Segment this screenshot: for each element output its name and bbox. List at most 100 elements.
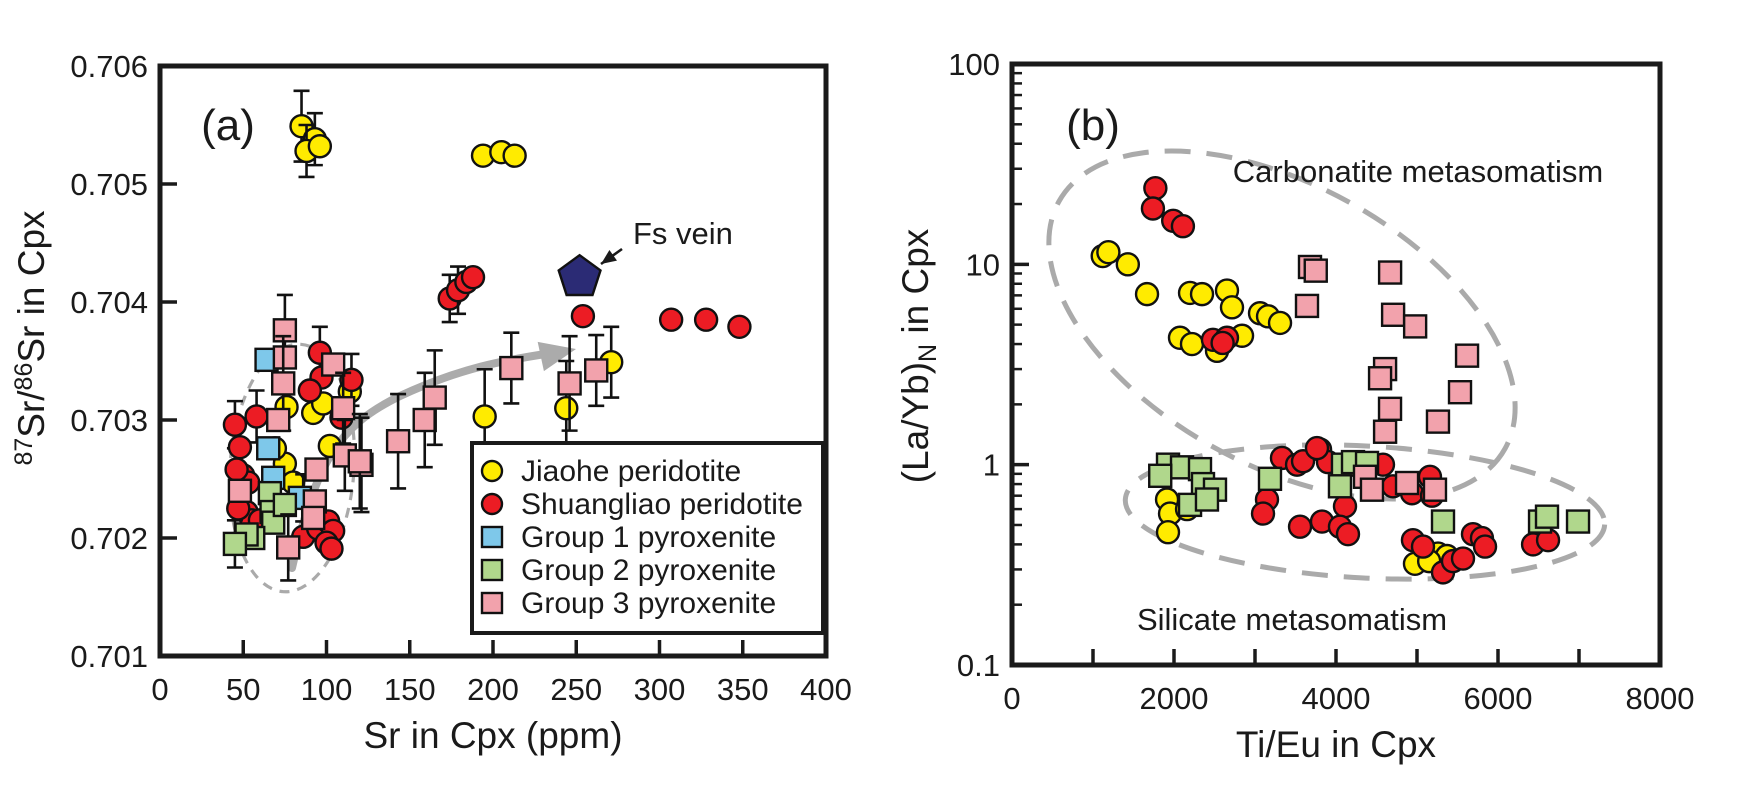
data-point xyxy=(1565,509,1591,534)
legend-item: Jiaohe peridotite xyxy=(480,455,741,488)
x-tick-label: 150 xyxy=(384,672,436,707)
series-fs-vein xyxy=(557,253,602,297)
data-point xyxy=(1148,463,1173,488)
data-point xyxy=(1454,343,1480,368)
data-point xyxy=(1335,521,1361,547)
data-point xyxy=(1425,409,1451,434)
legend-item: Group 3 pyroxenite xyxy=(480,587,776,620)
panel-b: Carbonatite metasomatism Silicate metasom… xyxy=(895,47,1694,765)
legend-item: Group 2 pyroxenite xyxy=(480,554,776,587)
legend-marker-icon xyxy=(480,459,504,483)
data-point xyxy=(1179,331,1205,357)
legend-item: Group 1 pyroxenite xyxy=(480,521,776,554)
data-point xyxy=(1303,258,1328,283)
data-point xyxy=(330,396,356,421)
legend-marker-icon xyxy=(480,492,504,516)
data-point xyxy=(307,134,333,159)
series-group-2-pyroxenite xyxy=(1148,449,1591,534)
trend-arrow-head-icon xyxy=(537,341,576,372)
data-point xyxy=(1430,509,1456,534)
data-point xyxy=(1377,260,1403,285)
data-point xyxy=(300,505,326,531)
region-ellipse xyxy=(1046,148,1518,502)
legend-marker-icon xyxy=(480,558,504,582)
y-axis-label: (La/Yb)N​ in Cpx xyxy=(895,228,942,483)
data-point xyxy=(227,478,253,503)
data-point xyxy=(1367,366,1393,391)
series-group-3-pyroxenite xyxy=(1294,254,1480,502)
x-tick-label: 250 xyxy=(550,672,602,707)
data-point xyxy=(1410,534,1436,559)
data-point xyxy=(1194,487,1220,512)
data-point xyxy=(1450,546,1476,571)
x-tick-label: 50 xyxy=(226,672,260,707)
legend-label: Group 2 pyroxenite xyxy=(521,554,776,587)
y-tick-label: 0.705 xyxy=(70,167,148,202)
data-point xyxy=(1210,330,1235,356)
data-point xyxy=(1422,477,1448,502)
data-point xyxy=(1377,396,1403,422)
legend-label: Group 1 pyroxenite xyxy=(521,521,776,554)
fs-vein-arrow-head-icon xyxy=(601,249,617,264)
data-point xyxy=(272,345,298,370)
y-tick-label: 1 xyxy=(983,448,1000,483)
data-point xyxy=(693,307,719,332)
data-point xyxy=(1287,514,1313,539)
data-point xyxy=(1372,419,1398,444)
data-point xyxy=(1155,520,1181,545)
data-point xyxy=(319,536,344,561)
data-point xyxy=(1447,380,1473,405)
data-point xyxy=(222,531,248,557)
x-tick-label: 400 xyxy=(800,672,852,707)
data-point xyxy=(266,407,291,433)
x-axis-label: Ti/Eu in Cpx xyxy=(1236,724,1437,765)
data-point xyxy=(1267,310,1293,336)
series-jiaohe-peridotite xyxy=(262,89,624,523)
data-point xyxy=(1359,477,1385,502)
x-tick-label: 0 xyxy=(1003,681,1020,716)
data-point xyxy=(1394,470,1420,496)
data-point xyxy=(271,371,296,396)
data-point xyxy=(224,457,249,482)
y-tick-label: 0.1 xyxy=(957,648,1000,683)
x-tick-label: 4000 xyxy=(1302,681,1371,716)
fs-vein-marker xyxy=(557,253,602,297)
data-point xyxy=(1402,314,1428,339)
x-tick-label: 8000 xyxy=(1626,681,1695,716)
y-axis-label: 87​Sr/86​Sr in Cpx xyxy=(10,210,52,466)
fs-vein-label: Fs vein xyxy=(633,216,733,251)
legend-label: Group 3 pyroxenite xyxy=(521,587,776,620)
data-point xyxy=(297,378,323,403)
data-point xyxy=(554,396,579,421)
data-point xyxy=(1134,281,1160,307)
legend-label: Shuangliao peridotite xyxy=(521,488,803,521)
data-point xyxy=(1472,534,1498,559)
data-point xyxy=(244,404,269,429)
legend-item: Shuangliao peridotite xyxy=(480,488,803,521)
series-group-2-pyroxenite xyxy=(222,480,298,569)
data-point xyxy=(422,385,447,410)
panel-letter: (a) xyxy=(201,101,255,150)
data-point xyxy=(1327,474,1353,499)
data-point xyxy=(1257,466,1283,492)
data-point xyxy=(1534,504,1560,529)
data-point xyxy=(1380,302,1406,327)
data-point xyxy=(304,457,329,482)
x-tick-label: 6000 xyxy=(1464,681,1533,716)
data-point xyxy=(1096,239,1121,265)
y-tick-label: 0.704 xyxy=(70,285,148,320)
data-point xyxy=(320,352,346,377)
data-point xyxy=(1143,175,1168,201)
data-point xyxy=(385,429,411,454)
data-point xyxy=(1294,293,1320,319)
x-axis-label: Sr in Cpx (ppm) xyxy=(363,715,622,756)
y-tick-label: 0.701 xyxy=(70,639,148,674)
data-point xyxy=(472,404,497,429)
x-tick-label: 300 xyxy=(634,672,686,707)
data-point xyxy=(658,307,684,332)
data-point xyxy=(1170,214,1196,239)
data-point xyxy=(1140,196,1166,221)
series-jiaohe-peridotite xyxy=(1090,239,1460,577)
legend-box xyxy=(470,441,825,635)
